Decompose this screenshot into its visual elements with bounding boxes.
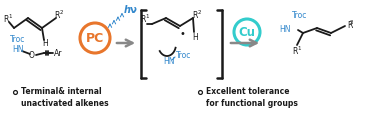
Text: R: R [140,15,146,25]
Text: 1: 1 [8,15,12,20]
Text: Terminal& internal: Terminal& internal [21,87,102,97]
Text: 2: 2 [197,10,201,15]
Text: R: R [347,20,352,30]
Text: Troc: Troc [292,10,308,20]
Text: HN: HN [12,45,23,55]
Text: Excellent tolerance: Excellent tolerance [206,87,290,97]
Text: h: h [124,5,131,15]
Text: 2: 2 [349,20,353,25]
Text: 1: 1 [145,15,149,20]
Text: O: O [29,50,35,60]
Text: ν: ν [130,5,137,15]
Text: H: H [192,32,198,42]
Text: R: R [3,15,9,25]
Text: for functional groups: for functional groups [206,99,298,107]
Text: HN: HN [163,57,175,67]
Text: Troc: Troc [176,52,191,60]
Text: Troc: Troc [10,35,26,45]
Text: unactivated alkenes: unactivated alkenes [21,99,108,107]
Text: Ar: Ar [54,49,62,57]
Text: 1: 1 [297,45,301,50]
Text: R: R [54,12,60,20]
Text: R: R [292,47,298,55]
Text: •: • [179,29,185,39]
Text: R: R [192,10,198,20]
Text: HN: HN [279,25,291,35]
Text: H: H [42,39,48,47]
Text: Cu: Cu [239,25,256,39]
Text: PC: PC [86,32,104,45]
Text: 2: 2 [59,10,63,15]
